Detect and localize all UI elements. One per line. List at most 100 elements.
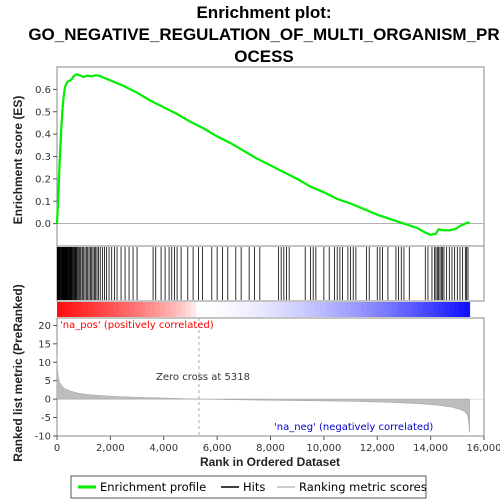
metric-panel-frame (56, 317, 485, 437)
x-tick-label: 8,000 (256, 443, 285, 454)
color-bar-segment (397, 302, 404, 317)
color-bar-segment (371, 302, 378, 317)
color-bar-segment (247, 302, 254, 317)
metric-y-tick-label: 0 (45, 395, 51, 406)
color-bar-segment (345, 302, 352, 317)
color-bar-segment (402, 302, 409, 317)
color-bar-segment (196, 302, 202, 317)
x-tick-label: 12,000 (360, 443, 395, 454)
color-bar-segment (103, 302, 110, 317)
color-bar-segment (350, 302, 357, 317)
color-bar-segment (304, 302, 311, 317)
metric-y-tick-label: 5 (45, 376, 51, 387)
color-bar-segment (211, 302, 218, 317)
color-bar-segment (330, 302, 336, 317)
color-bar-segment (232, 302, 239, 317)
color-bar-segment (340, 302, 347, 317)
color-bar-segment (299, 302, 306, 317)
color-bar-segment (227, 302, 233, 317)
color-bar-segment (366, 302, 373, 317)
color-bar-segment (361, 302, 367, 317)
color-bar-segment (154, 302, 161, 317)
metric-y-tick-label: -5 (41, 413, 51, 424)
color-bar-segment (113, 302, 120, 317)
es-y-tick-label: 0.4 (35, 130, 51, 141)
color-bar-segment (356, 302, 362, 317)
color-bar-segment (387, 302, 393, 317)
color-bar-segment (407, 302, 414, 317)
color-bar-segment (412, 302, 419, 317)
es-y-axis-label: Enrichment score (ES) (11, 96, 25, 225)
es-y-tick-label: 0.1 (35, 197, 51, 208)
es-y-tick-label: 0.3 (35, 152, 51, 163)
color-bar-segment (242, 302, 249, 317)
color-bar-segment (222, 302, 228, 317)
color-bar-segment (165, 302, 171, 317)
metric-y-tick-label: 15 (38, 339, 51, 350)
color-bar-segment (433, 302, 440, 317)
color-bar-segment (459, 302, 465, 317)
color-bar-segment (185, 302, 192, 317)
color-bar-segment (464, 302, 471, 317)
color-bar-segment (72, 302, 79, 317)
chart-title-line-2: GO_NEGATIVE_REGULATION_OF_MULTI_ORGANISM… (28, 25, 499, 44)
es-y-tick-label: 0.2 (35, 174, 51, 185)
enrichment-profile-line (55, 72, 471, 236)
zero-cross-label: Zero cross at 5318 (156, 372, 250, 383)
color-bar-segment (454, 302, 460, 317)
color-bar-segment (263, 302, 269, 317)
color-bar-segment (129, 302, 135, 317)
rank-color-bar (57, 302, 471, 317)
chart-title-line-3: OCESS (234, 47, 294, 66)
x-tick-label: 16,000 (467, 443, 500, 454)
color-bar-segment (201, 302, 208, 317)
color-bar-segment (314, 302, 321, 317)
metric-y-tick-label: -10 (35, 432, 51, 443)
color-bar-segment (98, 302, 104, 317)
legend-ranking-metric-scores: Ranking metric scores (299, 480, 427, 494)
color-bar-segment (325, 302, 331, 317)
color-bar-segment (278, 302, 285, 317)
x-tick-label: 2,000 (96, 443, 125, 454)
color-bar-segment (418, 302, 424, 317)
x-tick-label: 10,000 (306, 443, 341, 454)
color-bar-segment (206, 302, 213, 317)
hits-group (57, 247, 469, 300)
es-panel-frame (56, 66, 485, 247)
es-y-tick-label: 0.0 (35, 219, 51, 230)
ranking-metric-area (56, 354, 470, 433)
color-bar-segment (134, 302, 141, 317)
color-bar-segment (108, 302, 115, 317)
color-bar-segment (144, 302, 151, 317)
color-bar-segment (191, 302, 197, 317)
color-bar-segment (289, 302, 295, 317)
x-tick-label: 0 (54, 443, 60, 454)
es-y-tick-label: 0.5 (35, 107, 51, 118)
color-bar-segment (62, 302, 68, 317)
legend-box (70, 475, 427, 499)
color-bar-segment (170, 302, 177, 317)
color-bar-segment (82, 302, 89, 317)
color-bar-segment (57, 302, 63, 317)
color-bar-segment (67, 302, 73, 317)
na-pos-label: 'na_pos' (positively correlated) (60, 320, 214, 331)
x-tick-label: 4,000 (149, 443, 178, 454)
color-bar-segment (448, 302, 455, 317)
x-tick-label: 14,000 (413, 443, 448, 454)
color-bar-segment (309, 302, 316, 317)
color-bar-segment (443, 302, 450, 317)
color-bar-segment (216, 302, 223, 317)
color-bar-segment (283, 302, 290, 317)
metric-y-axis-label: Ranked list metric (PreRanked) (11, 284, 25, 461)
legend-hits: Hits (243, 480, 265, 494)
color-bar-segment (438, 302, 445, 317)
metric-y-tick-label: 10 (38, 358, 51, 369)
na-neg-label: 'na_neg' (negatively correlated) (274, 422, 433, 433)
legend-enrichment-profile: Enrichment profile (100, 480, 206, 494)
color-bar-segment (335, 302, 342, 317)
color-bar-segment (139, 302, 146, 317)
color-bar-segment (320, 302, 326, 317)
color-bar-segment (93, 302, 99, 317)
x-axis-label: Rank in Ordered Dataset (200, 455, 340, 469)
